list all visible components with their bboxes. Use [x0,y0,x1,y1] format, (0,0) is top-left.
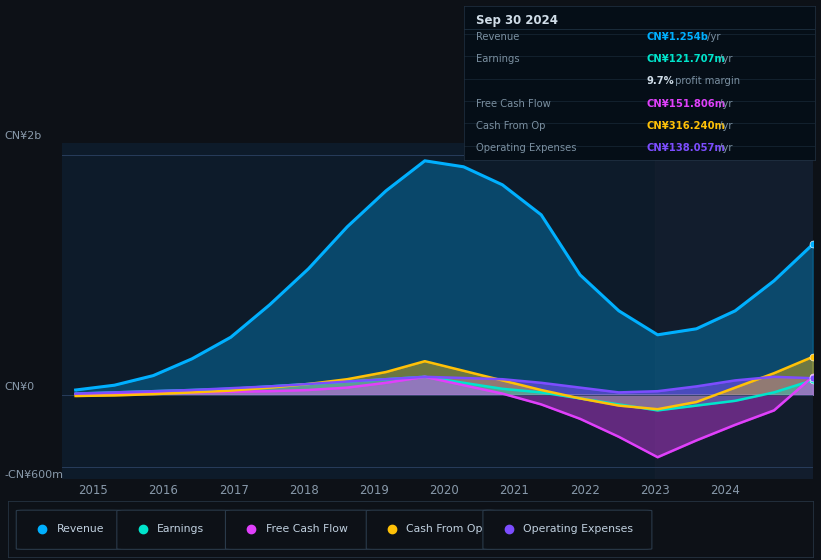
Text: Free Cash Flow: Free Cash Flow [266,524,347,534]
Text: /yr: /yr [716,121,732,131]
Text: Free Cash Flow: Free Cash Flow [476,99,551,109]
Text: Cash From Op: Cash From Op [476,121,545,131]
Text: profit margin: profit margin [672,77,740,86]
Text: CN¥121.707m: CN¥121.707m [647,54,726,64]
Text: 9.7%: 9.7% [647,77,674,86]
Bar [655,143,813,479]
Text: CN¥1.254b: CN¥1.254b [647,32,709,42]
Text: /yr: /yr [716,54,732,64]
Text: CN¥0: CN¥0 [4,382,34,392]
Text: Cash From Op: Cash From Op [406,524,483,534]
Text: Earnings: Earnings [476,54,520,64]
FancyBboxPatch shape [483,510,652,549]
Text: Revenue: Revenue [57,524,104,534]
FancyBboxPatch shape [16,510,121,549]
Text: Earnings: Earnings [157,524,204,534]
FancyBboxPatch shape [226,510,370,549]
Text: Operating Expenses: Operating Expenses [523,524,633,534]
Text: Operating Expenses: Operating Expenses [476,143,576,153]
Text: /yr: /yr [716,143,732,153]
Text: /yr: /yr [704,32,720,42]
Text: CN¥138.057m: CN¥138.057m [647,143,726,153]
Text: CN¥2b: CN¥2b [4,131,41,141]
Text: -CN¥600m: -CN¥600m [4,470,63,479]
FancyBboxPatch shape [117,510,229,549]
FancyBboxPatch shape [366,510,495,549]
Text: Revenue: Revenue [476,32,520,42]
Text: CN¥316.240m: CN¥316.240m [647,121,726,131]
Text: CN¥151.806m: CN¥151.806m [647,99,726,109]
Text: Sep 30 2024: Sep 30 2024 [476,14,558,27]
Text: /yr: /yr [716,99,732,109]
